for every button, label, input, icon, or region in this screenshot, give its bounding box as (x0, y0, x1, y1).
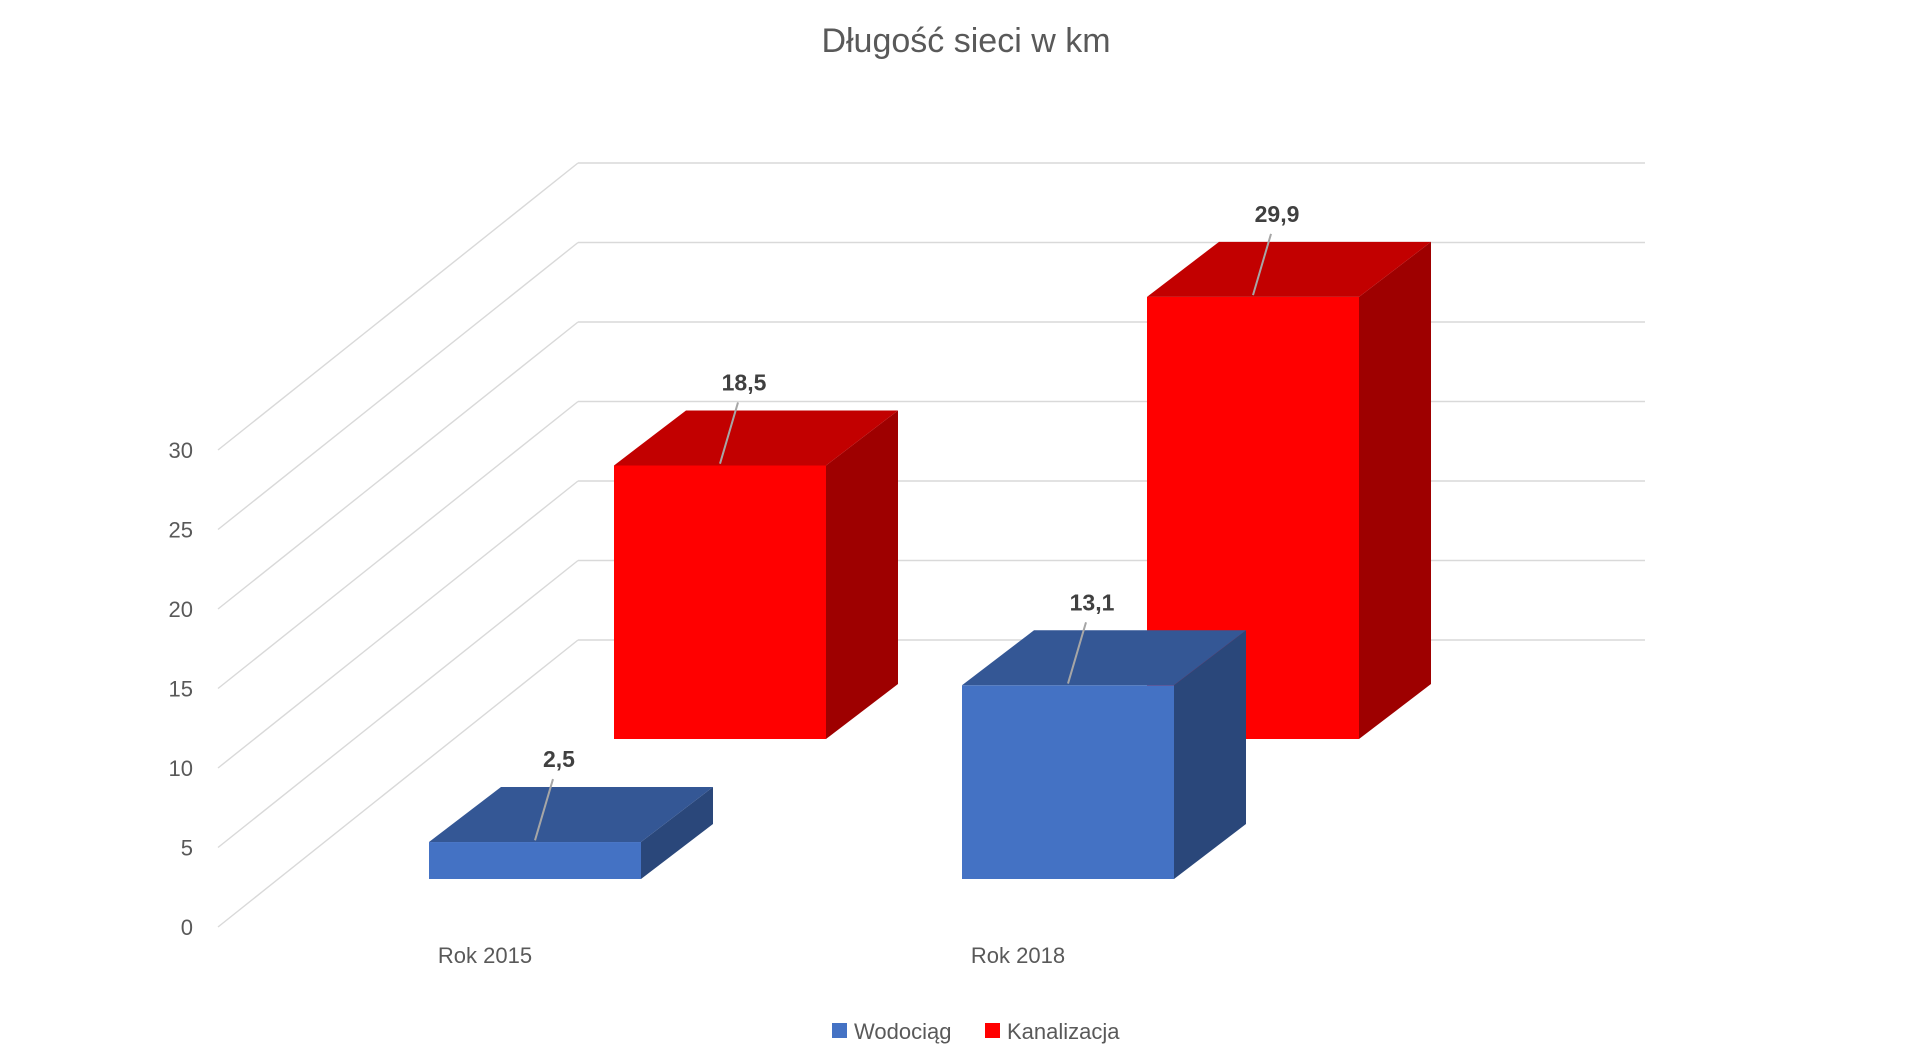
y-tick-label: 15 (169, 677, 193, 702)
legend-item: Wodociąg (832, 1019, 951, 1044)
bar-front-face (429, 842, 641, 879)
bar-kanalizacja-rok-2015: 18,5 (614, 369, 898, 739)
bar-front-face (614, 465, 826, 739)
data-label: 2,5 (543, 746, 575, 772)
bar-front-face (962, 685, 1174, 879)
bar-top-face (1147, 241, 1431, 297)
x-axis-category-labels: Rok 2015 Rok 2018 (438, 943, 1065, 968)
data-label-leader (534, 778, 554, 841)
y-tick-label: 30 (169, 438, 193, 463)
data-label-leader (1252, 233, 1272, 296)
data-label-leader (1067, 622, 1087, 684)
bar-wodociąg-rok-2018: 13,1 (962, 589, 1246, 879)
legend-label: Kanalizacja (1007, 1019, 1120, 1044)
legend-swatch (985, 1023, 1000, 1038)
gridline-side (217, 241, 579, 531)
legend-item: Kanalizacja (985, 1019, 1120, 1044)
data-label: 13,1 (1070, 589, 1115, 615)
data-label-leader (719, 402, 739, 464)
gridline-side (217, 559, 579, 849)
bar-side-face (1174, 630, 1246, 879)
bar-top-face (614, 410, 898, 466)
bar-side-face (641, 787, 713, 879)
x-category-label: Rok 2018 (971, 943, 1065, 968)
gridline-side (217, 321, 579, 610)
bar-side-face (1359, 241, 1431, 739)
x-category-label: Rok 2015 (438, 943, 532, 968)
gridline-side (217, 639, 579, 928)
y-tick-label: 25 (169, 518, 193, 543)
y-tick-label: 20 (169, 597, 193, 622)
bar-wodociąg-rok-2015: 2,5 (429, 746, 713, 879)
bar-top-face (429, 787, 713, 843)
legend-label: Wodociąg (854, 1019, 951, 1044)
y-tick-label: 5 (181, 836, 193, 861)
y-tick-label: 10 (169, 756, 193, 781)
bar-side-face (826, 410, 898, 739)
legend-swatch (832, 1023, 847, 1038)
gridline-side (217, 400, 579, 690)
y-tick-label: 0 (181, 915, 193, 940)
legend: Wodociąg Kanalizacja (832, 1019, 1120, 1044)
data-label: 18,5 (722, 369, 767, 395)
bar-top-face (962, 630, 1246, 686)
gridline-side (217, 480, 579, 769)
bars: 18,5 29,9 2,5 13,1 (429, 201, 1431, 879)
chart-title: Długość sieci w km (821, 22, 1110, 60)
y-axis-tick-labels: 0 5 10 15 20 25 30 (169, 438, 193, 940)
data-label: 29,9 (1255, 201, 1300, 227)
gridline-side (217, 162, 579, 451)
